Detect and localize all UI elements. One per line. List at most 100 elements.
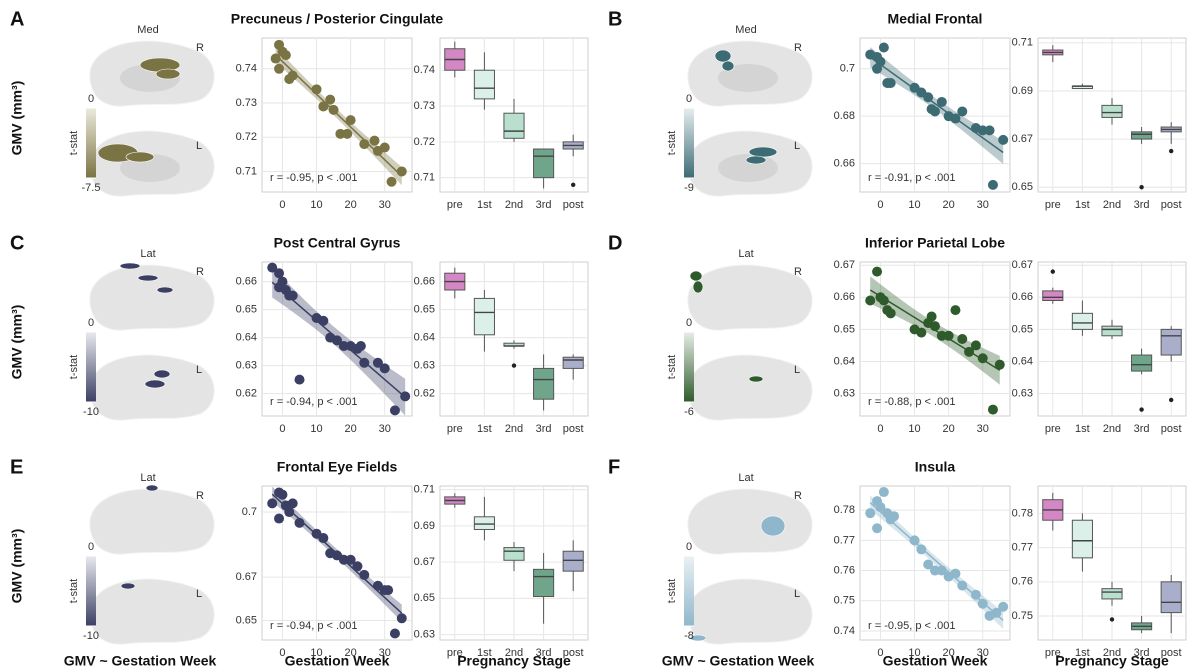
- x-tick-label: 1st: [1075, 423, 1090, 435]
- data-point: [274, 514, 284, 524]
- data-point: [312, 84, 322, 94]
- x-tick-label: 2nd: [1103, 199, 1121, 211]
- data-point: [998, 135, 1008, 145]
- box: [1132, 355, 1152, 371]
- x-tick-label: 10: [908, 423, 920, 435]
- x-tick-label: 2nd: [1103, 423, 1121, 435]
- hemisphere-label: L: [794, 588, 800, 600]
- caption: GMV ~ Gestation Week: [64, 653, 217, 669]
- y-tick-label: 0.65: [236, 614, 257, 626]
- box: [1132, 132, 1152, 139]
- y-tick-label: 0.65: [834, 323, 855, 335]
- data-point: [950, 305, 960, 315]
- x-tick-label: pre: [1045, 423, 1061, 435]
- x-tick-label: 1st: [1075, 199, 1090, 211]
- x-tick-label: 0: [877, 647, 883, 659]
- outlier: [512, 363, 516, 367]
- plot-background: [860, 262, 1010, 416]
- x-tick-label: 10: [310, 199, 322, 211]
- x-tick-label: pre: [447, 423, 463, 435]
- data-point: [342, 129, 352, 139]
- brain-region: [145, 380, 165, 388]
- data-point: [927, 312, 937, 322]
- data-point: [281, 50, 291, 60]
- data-point: [995, 360, 1005, 370]
- brain-region: [126, 152, 154, 162]
- x-tick-label: 30: [977, 647, 989, 659]
- data-point: [988, 405, 998, 415]
- data-point: [359, 139, 369, 149]
- box: [1161, 582, 1181, 613]
- brain-region: [715, 50, 731, 62]
- colorbar-title: t-stat: [68, 579, 80, 603]
- colorbar-title: t-stat: [666, 579, 678, 603]
- colorbar-tick-label: -8: [684, 630, 694, 642]
- y-axis-label: GMV (mm³): [9, 81, 25, 156]
- outlier: [1139, 185, 1143, 189]
- box: [1072, 313, 1092, 329]
- y-tick-label: 0.67: [1012, 259, 1033, 271]
- box: [534, 368, 554, 399]
- x-tick-label: 20: [345, 199, 357, 211]
- data-point: [397, 613, 407, 623]
- brain-view-label: Lat: [738, 472, 753, 484]
- x-tick-label: pre: [447, 199, 463, 211]
- x-tick-label: 20: [943, 199, 955, 211]
- box: [563, 357, 583, 368]
- hemisphere-label: R: [196, 490, 204, 502]
- colorbar-tick-label: 0: [88, 317, 94, 329]
- data-point: [872, 523, 882, 533]
- data-point: [872, 267, 882, 277]
- y-tick-label: 0.63: [414, 360, 435, 372]
- data-point: [910, 535, 920, 545]
- data-point: [916, 544, 926, 554]
- x-tick-label: post: [1161, 647, 1182, 659]
- x-tick-label: 20: [345, 423, 357, 435]
- y-tick-label: 0.66: [1012, 291, 1033, 303]
- x-tick-label: 3rd: [1134, 423, 1150, 435]
- y-tick-label: 0.77: [1012, 542, 1033, 554]
- annotation: r = -0.94, p < .001: [270, 620, 357, 632]
- data-point: [352, 561, 362, 571]
- y-tick-label: 0.76: [834, 564, 855, 576]
- box: [1102, 105, 1122, 117]
- chart-title: Frontal Eye Fields: [277, 459, 398, 475]
- data-point: [971, 340, 981, 350]
- box: [474, 70, 494, 99]
- data-point: [865, 296, 875, 306]
- data-point: [971, 590, 981, 600]
- y-tick-label: 0.64: [834, 355, 855, 367]
- x-tick-label: 20: [345, 647, 357, 659]
- hemisphere-label: R: [196, 42, 204, 54]
- colorbar-tick-label: 0: [88, 541, 94, 553]
- colorbar-tick-label: -10: [83, 406, 99, 418]
- colorbar: [684, 556, 694, 626]
- y-tick-label: 0.65: [414, 304, 435, 316]
- x-tick-label: 0: [279, 647, 285, 659]
- x-tick-label: 3rd: [1134, 647, 1150, 659]
- y-tick-label: 0.75: [834, 595, 855, 607]
- hemisphere-label: R: [794, 42, 802, 54]
- hemisphere-label: R: [794, 266, 802, 278]
- colorbar-tick-label: -9: [684, 182, 694, 194]
- y-tick-label: 0.68: [834, 110, 855, 122]
- y-tick-label: 0.65: [1012, 323, 1033, 335]
- y-tick-label: 0.71: [236, 165, 257, 177]
- y-tick-label: 0.63: [834, 387, 855, 399]
- data-point: [944, 331, 954, 341]
- y-tick-label: 0.63: [1012, 387, 1033, 399]
- brain-region: [693, 281, 703, 293]
- data-point: [359, 358, 369, 368]
- y-tick-label: 0.65: [1012, 181, 1033, 193]
- data-point: [886, 308, 896, 318]
- y-tick-label: 0.66: [834, 291, 855, 303]
- figure: AGMV (mm³)MedRLt-stat0-7.5BMedRLt-stat0-…: [0, 0, 1192, 672]
- data-point: [380, 143, 390, 153]
- brain-region: [121, 583, 135, 589]
- colorbar: [86, 332, 96, 402]
- data-point: [295, 375, 305, 385]
- data-point: [274, 282, 284, 292]
- hemisphere-label: R: [794, 490, 802, 502]
- chart-title: Inferior Parietal Lobe: [865, 235, 1005, 251]
- data-point: [370, 136, 380, 146]
